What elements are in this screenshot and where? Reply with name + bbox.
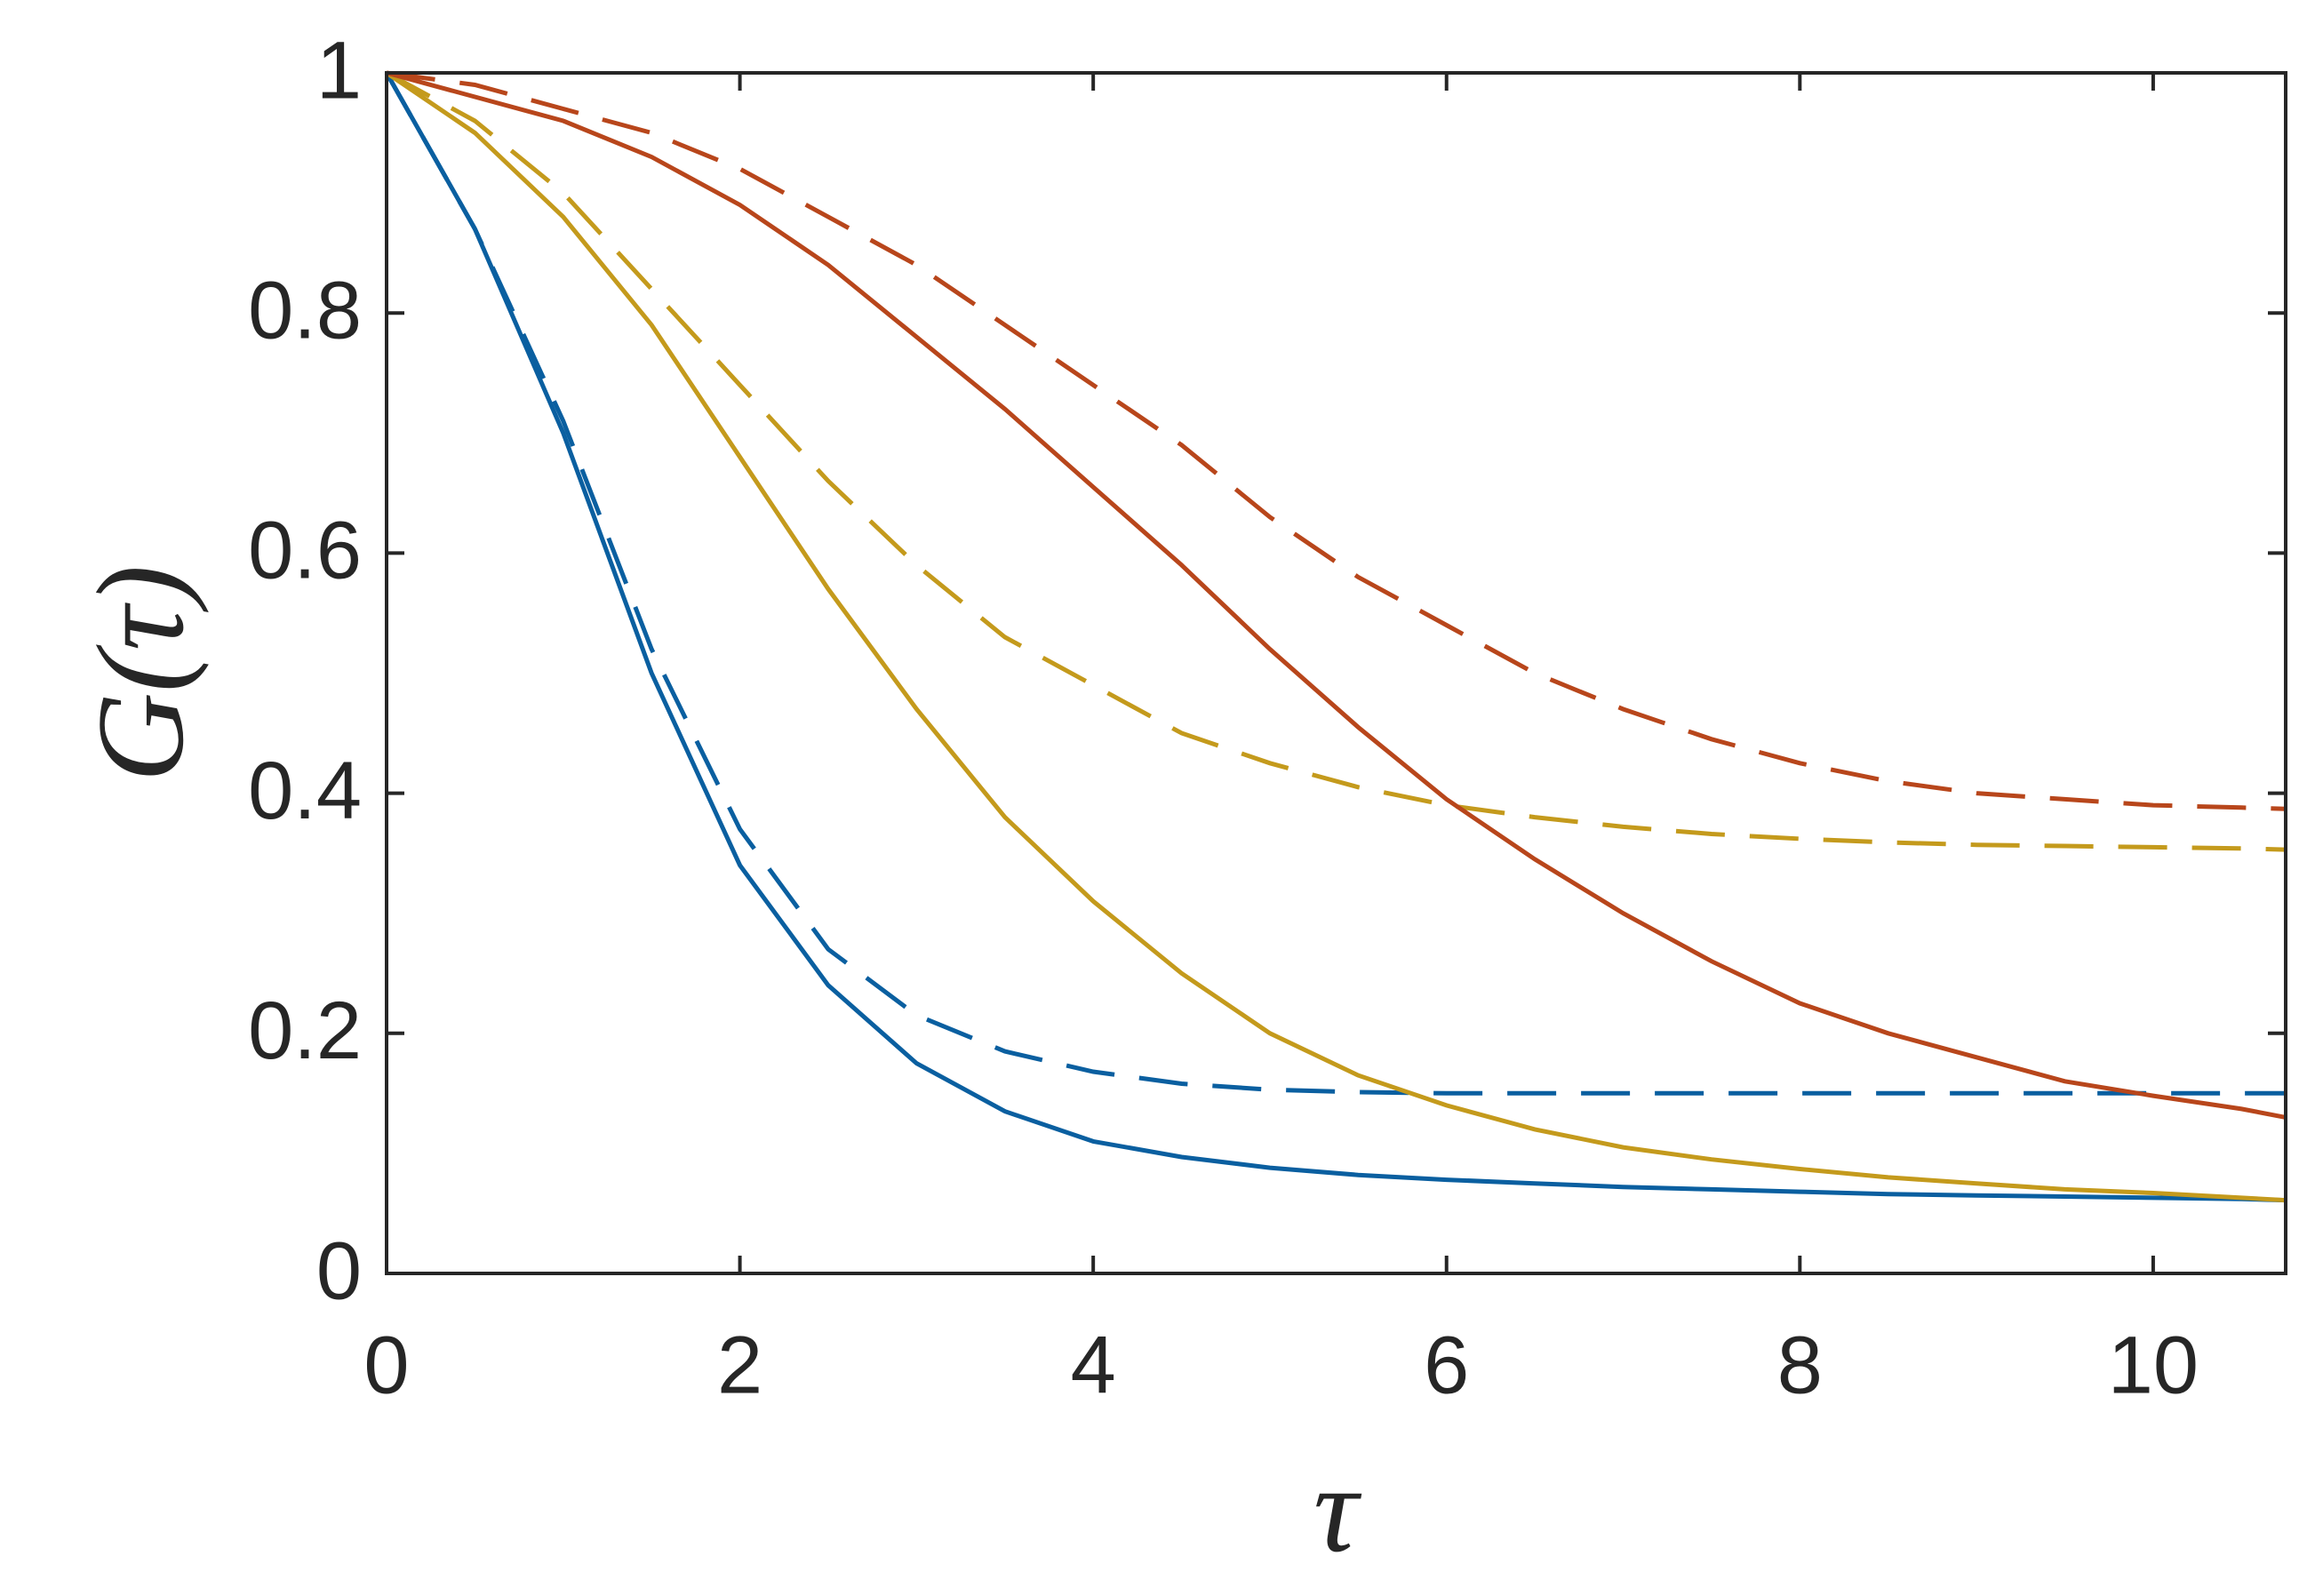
- line-series: [386, 70, 2287, 1120]
- y-tick-label: 0.2: [248, 986, 362, 1076]
- line-series: [385, 70, 2287, 1203]
- x-tick-label: 4: [1071, 1320, 1116, 1410]
- y-axis-label: G(τ): [72, 565, 210, 782]
- line-series: [384, 71, 2286, 1096]
- line-series: [386, 70, 2287, 811]
- x-tick-label: 2: [717, 1320, 762, 1410]
- y-tick-label: 0.4: [248, 746, 362, 836]
- y-tick-label: 0.6: [248, 506, 362, 596]
- plot-frame: [385, 71, 2287, 1275]
- line-series: [384, 71, 2287, 1203]
- line-series: [385, 70, 2287, 852]
- x-tick-label: 0: [363, 1320, 409, 1410]
- y-tick-label: 0: [316, 1225, 362, 1316]
- x-tick-label: 6: [1424, 1320, 1469, 1410]
- x-tick-label: 8: [1777, 1320, 1823, 1410]
- x-tick-label: 10: [2108, 1320, 2199, 1410]
- y-tick-label: 0.8: [248, 265, 362, 355]
- x-axis-label: τ: [1313, 1440, 1362, 1578]
- y-tick-label: 1: [316, 25, 362, 116]
